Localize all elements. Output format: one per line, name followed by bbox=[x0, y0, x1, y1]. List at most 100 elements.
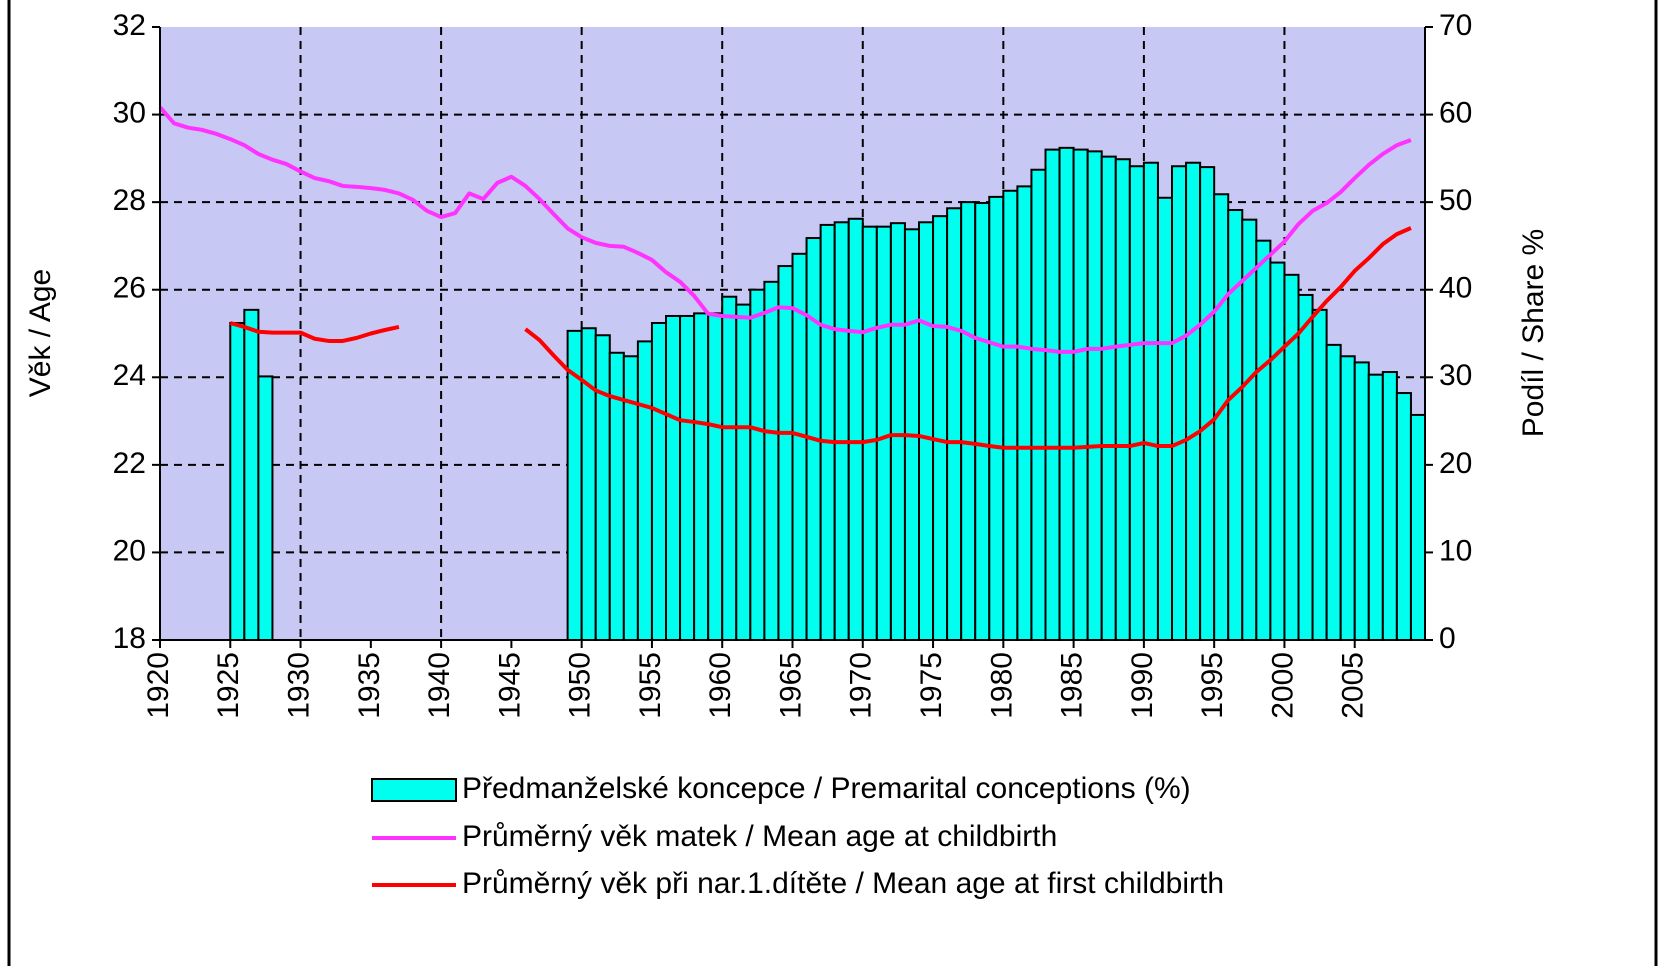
bar bbox=[1044, 148, 1061, 641]
x-tick-label: 1965 bbox=[774, 652, 807, 719]
bar bbox=[988, 195, 1005, 641]
x-tick-label: 1955 bbox=[634, 652, 667, 719]
bar bbox=[749, 288, 766, 641]
bar bbox=[1311, 308, 1328, 641]
bar bbox=[1002, 189, 1019, 641]
y2-tick-label: 30 bbox=[1439, 359, 1472, 392]
bar bbox=[1030, 168, 1047, 641]
bar bbox=[1297, 293, 1314, 641]
bar bbox=[665, 314, 682, 641]
x-tick-label: 1945 bbox=[493, 652, 526, 719]
bar bbox=[1199, 166, 1216, 641]
x-tick-label: 1925 bbox=[212, 652, 245, 719]
bar bbox=[875, 225, 892, 641]
bar bbox=[1072, 148, 1089, 641]
bar bbox=[1058, 146, 1075, 641]
bar bbox=[861, 225, 878, 641]
x-tick-label: 1985 bbox=[1056, 652, 1089, 719]
y2-tick-label: 0 bbox=[1439, 622, 1456, 655]
bar bbox=[960, 201, 977, 641]
x-tick-label: 1990 bbox=[1126, 652, 1159, 719]
bar bbox=[1339, 355, 1356, 641]
bar bbox=[1086, 150, 1103, 641]
bar bbox=[707, 312, 724, 641]
x-tick-label: 1980 bbox=[985, 652, 1018, 719]
bar bbox=[833, 221, 850, 642]
bar bbox=[1241, 218, 1258, 642]
y2-tick-label: 10 bbox=[1439, 534, 1472, 567]
y-tick-label: 32 bbox=[113, 9, 146, 42]
bar bbox=[819, 223, 836, 641]
y-tick-label: 24 bbox=[113, 359, 146, 392]
bar bbox=[1409, 413, 1427, 642]
bar bbox=[1016, 185, 1033, 641]
x-tick-label: 1935 bbox=[353, 652, 386, 719]
bar bbox=[636, 340, 653, 641]
legend-label: Průměrný věk při nar.1.dítěte / Mean age… bbox=[462, 867, 1224, 900]
bar bbox=[932, 215, 949, 641]
x-tick-label: 1960 bbox=[704, 652, 737, 719]
bar bbox=[580, 327, 597, 641]
bar bbox=[721, 295, 738, 641]
bar bbox=[229, 321, 246, 641]
x-tick-label: 1995 bbox=[1196, 652, 1229, 719]
bar bbox=[847, 217, 864, 641]
bar bbox=[918, 221, 935, 642]
bar bbox=[946, 207, 963, 641]
bar bbox=[1353, 361, 1370, 641]
line bbox=[158, 105, 1412, 354]
bar bbox=[1325, 343, 1342, 641]
x-tick-label: 2005 bbox=[1337, 652, 1370, 719]
x-tick-label: 1970 bbox=[845, 652, 878, 719]
legend-label: Předmanželské koncepce / Premarital conc… bbox=[462, 772, 1191, 805]
y2-tick-label: 70 bbox=[1439, 9, 1472, 42]
bar bbox=[889, 222, 906, 641]
bar bbox=[1283, 273, 1300, 641]
y-tick-label: 26 bbox=[113, 272, 146, 305]
bar bbox=[679, 314, 696, 641]
legend-swatch bbox=[371, 778, 457, 802]
y-tick-label: 28 bbox=[113, 184, 146, 217]
bar bbox=[1269, 261, 1286, 641]
bar bbox=[1171, 165, 1188, 641]
y-tick-label: 18 bbox=[113, 622, 146, 655]
bar bbox=[594, 334, 611, 641]
x-tick-label: 1920 bbox=[142, 652, 175, 719]
bar bbox=[777, 265, 794, 641]
x-tick-label: 2000 bbox=[1266, 652, 1299, 719]
bar bbox=[650, 321, 668, 641]
legend-label: Průměrný věk matek / Mean age at childbi… bbox=[462, 820, 1057, 853]
y2-tick-label: 40 bbox=[1439, 272, 1472, 305]
x-tick-label: 1930 bbox=[282, 652, 315, 719]
bar bbox=[974, 202, 991, 641]
line bbox=[229, 226, 1412, 450]
bar bbox=[1142, 161, 1159, 641]
bar bbox=[243, 308, 260, 641]
bar bbox=[257, 375, 274, 641]
x-tick-label: 1940 bbox=[423, 652, 456, 719]
y2-tick-label: 20 bbox=[1439, 447, 1472, 480]
y2-axis-label: Podíl / Share % bbox=[1517, 229, 1550, 437]
x-tick-label: 1950 bbox=[564, 652, 597, 719]
bar bbox=[1367, 373, 1384, 641]
bar bbox=[1128, 165, 1145, 641]
bar bbox=[735, 303, 752, 641]
y-tick-label: 22 bbox=[113, 447, 146, 480]
bar bbox=[1395, 392, 1412, 642]
bar bbox=[1156, 196, 1174, 641]
y-tick-label: 30 bbox=[113, 96, 146, 129]
bar bbox=[763, 280, 780, 641]
bar bbox=[1100, 155, 1117, 641]
bar bbox=[1185, 161, 1202, 641]
bar bbox=[1114, 158, 1131, 642]
x-tick-label: 1975 bbox=[915, 652, 948, 719]
y-axis-label: Věk / Age bbox=[24, 269, 57, 397]
y-tick-label: 20 bbox=[113, 534, 146, 567]
y2-tick-label: 50 bbox=[1439, 184, 1472, 217]
bar bbox=[1255, 239, 1272, 641]
bar bbox=[1227, 209, 1244, 641]
bar bbox=[693, 312, 710, 641]
bar bbox=[1381, 371, 1398, 641]
y2-tick-label: 60 bbox=[1439, 96, 1472, 129]
